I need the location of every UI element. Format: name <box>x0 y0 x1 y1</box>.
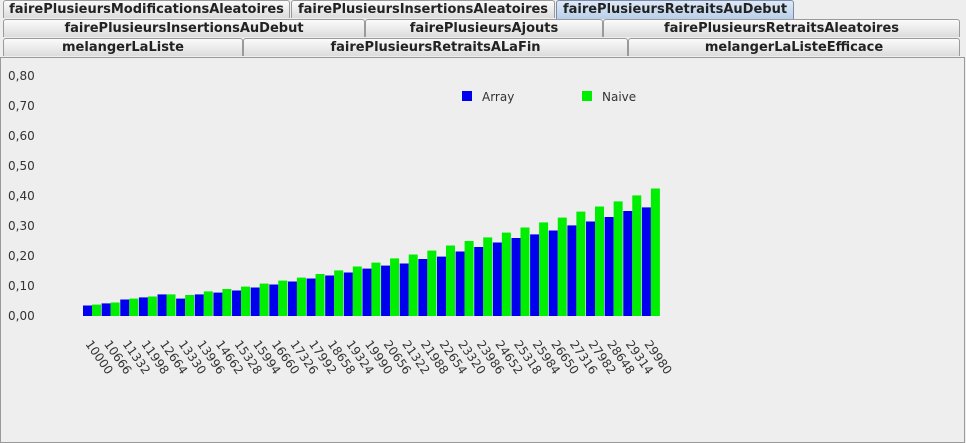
tab-retraits-aleatoires[interactable]: fairePlusieursRetraitsAleatoires <box>603 19 960 37</box>
bar-naive <box>166 294 176 316</box>
bar-array <box>511 238 521 316</box>
bar-naive <box>427 250 437 316</box>
bar-naive <box>613 201 623 316</box>
y-tick-label: 0,60 <box>8 129 35 143</box>
bar-array <box>269 284 279 316</box>
bar-array <box>492 242 502 316</box>
bar-array <box>101 303 111 316</box>
bar-naive <box>520 227 530 316</box>
y-tick-label: 0,30 <box>8 219 35 233</box>
y-tick-label: 0,10 <box>8 279 35 293</box>
bar-naive <box>259 283 269 316</box>
bar-naive <box>185 295 195 316</box>
tab-ajouts[interactable]: fairePlusieursAjouts <box>365 19 603 37</box>
bar-naive <box>110 302 120 316</box>
bar-naive <box>464 241 474 316</box>
bar-naive <box>315 274 325 316</box>
bar-naive <box>203 291 213 316</box>
bar-naive <box>371 262 381 316</box>
bar-array <box>306 278 316 316</box>
bar-chart: 0,000,100,200,300,400,500,600,700,801000… <box>8 69 675 377</box>
bar-naive <box>334 270 344 316</box>
tab-modifications-aleatoires[interactable]: fairePlusieursModificationsAleatoires <box>3 0 290 18</box>
bar-naive <box>445 245 455 316</box>
bar-naive <box>501 232 511 316</box>
bar-naive <box>632 195 642 316</box>
y-tick-label: 0,50 <box>8 159 35 173</box>
bar-array <box>287 281 297 316</box>
tab-row-2: fairePlusieursInsertionsAuDebut fairePlu… <box>0 19 966 38</box>
bar-array <box>418 259 428 316</box>
bar-naive <box>352 266 362 316</box>
bar-array <box>120 299 130 316</box>
y-tick-label: 0,00 <box>8 309 35 323</box>
bar-array <box>157 294 167 316</box>
bar-naive <box>483 237 493 316</box>
tab-row-3: melangerLaListe fairePlusieursRetraitsAL… <box>0 38 966 57</box>
bar-array <box>232 290 242 316</box>
y-tick-label: 0,20 <box>8 249 35 263</box>
bar-naive <box>278 280 288 316</box>
bar-array <box>138 297 148 316</box>
bar-array <box>194 294 204 316</box>
bar-array <box>381 265 391 316</box>
bar-array <box>213 292 223 316</box>
y-tick-label: 0,80 <box>8 69 35 83</box>
y-tick-label: 0,70 <box>8 99 35 113</box>
bar-naive <box>595 206 605 316</box>
bar-naive <box>650 188 660 316</box>
bar-naive <box>576 211 586 316</box>
bar-array <box>325 275 335 316</box>
bar-array <box>604 217 614 316</box>
bar-naive <box>222 289 232 316</box>
bar-naive <box>408 254 418 316</box>
chart-panel: 0,00 0,10 0,20 0,30 0,40 0,50 0,60 0,70 0,80 1000… <box>0 57 965 443</box>
bar-array <box>567 225 577 316</box>
bar-array <box>455 251 465 316</box>
bar-array <box>641 207 651 316</box>
bar-array <box>176 298 186 316</box>
legend-label-array: Array <box>482 90 514 104</box>
bar-naive <box>557 217 567 316</box>
bar-array <box>586 221 596 316</box>
tab-row-1: fairePlusieursModificationsAleatoires fa… <box>0 0 966 19</box>
legend-label-naive: Naive <box>602 90 636 104</box>
bar-array <box>83 305 92 316</box>
bar-naive <box>147 296 157 316</box>
bar-naive <box>390 258 400 316</box>
tab-insertions-aleatoires[interactable]: fairePlusieursInsertionsAleatoires <box>291 0 555 18</box>
legend-swatch-array <box>462 91 472 101</box>
bar-array <box>436 256 446 316</box>
bar-array <box>623 211 633 316</box>
bar-naive <box>296 277 306 316</box>
bar-array <box>250 287 260 316</box>
bar-array <box>399 263 409 316</box>
bar-naive <box>539 222 549 316</box>
bar-array <box>530 234 540 316</box>
bar-array <box>474 247 484 316</box>
legend-swatch-naive <box>582 91 592 101</box>
bar-naive <box>241 286 251 316</box>
tab-retraits-a-la-fin[interactable]: fairePlusieursRetraitsALaFin <box>243 38 628 56</box>
bar-naive <box>129 298 139 316</box>
bar-array <box>548 230 558 316</box>
bar-naive <box>92 304 101 316</box>
tab-insertions-au-debut[interactable]: fairePlusieursInsertionsAuDebut <box>3 19 365 37</box>
bar-array <box>362 268 372 316</box>
y-tick-label: 0,40 <box>8 189 35 203</box>
tab-melanger-la-liste[interactable]: melangerLaListe <box>3 38 243 56</box>
bar-array <box>343 272 353 316</box>
tab-melanger-la-liste-efficace[interactable]: melangerLaListeEfficace <box>628 38 960 56</box>
tab-retraits-au-debut[interactable]: fairePlusieursRetraitsAuDebut <box>556 0 794 19</box>
